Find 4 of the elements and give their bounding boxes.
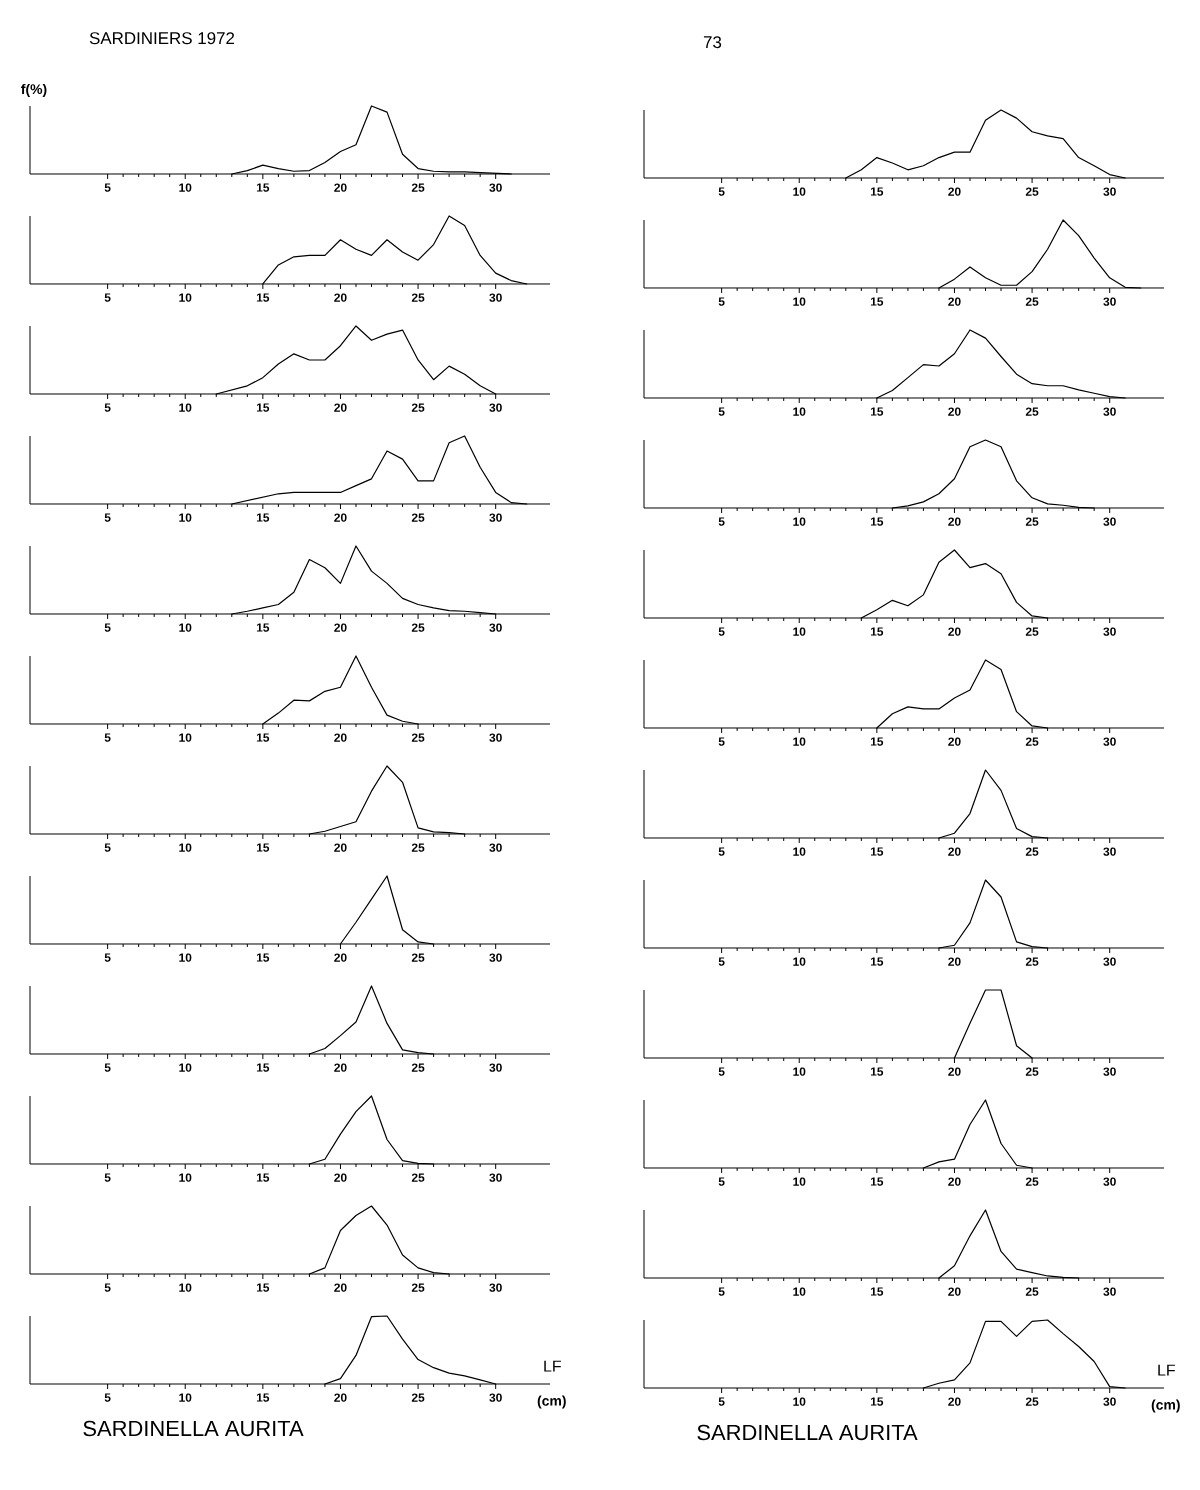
text: SARDINELLA AURITA: [83, 1420, 304, 1437]
chart-title: 73: [703, 36, 722, 49]
text: SARDINELLA AURITA: [697, 1424, 918, 1441]
chart-title: SARDINIERS 1972: [89, 32, 235, 45]
